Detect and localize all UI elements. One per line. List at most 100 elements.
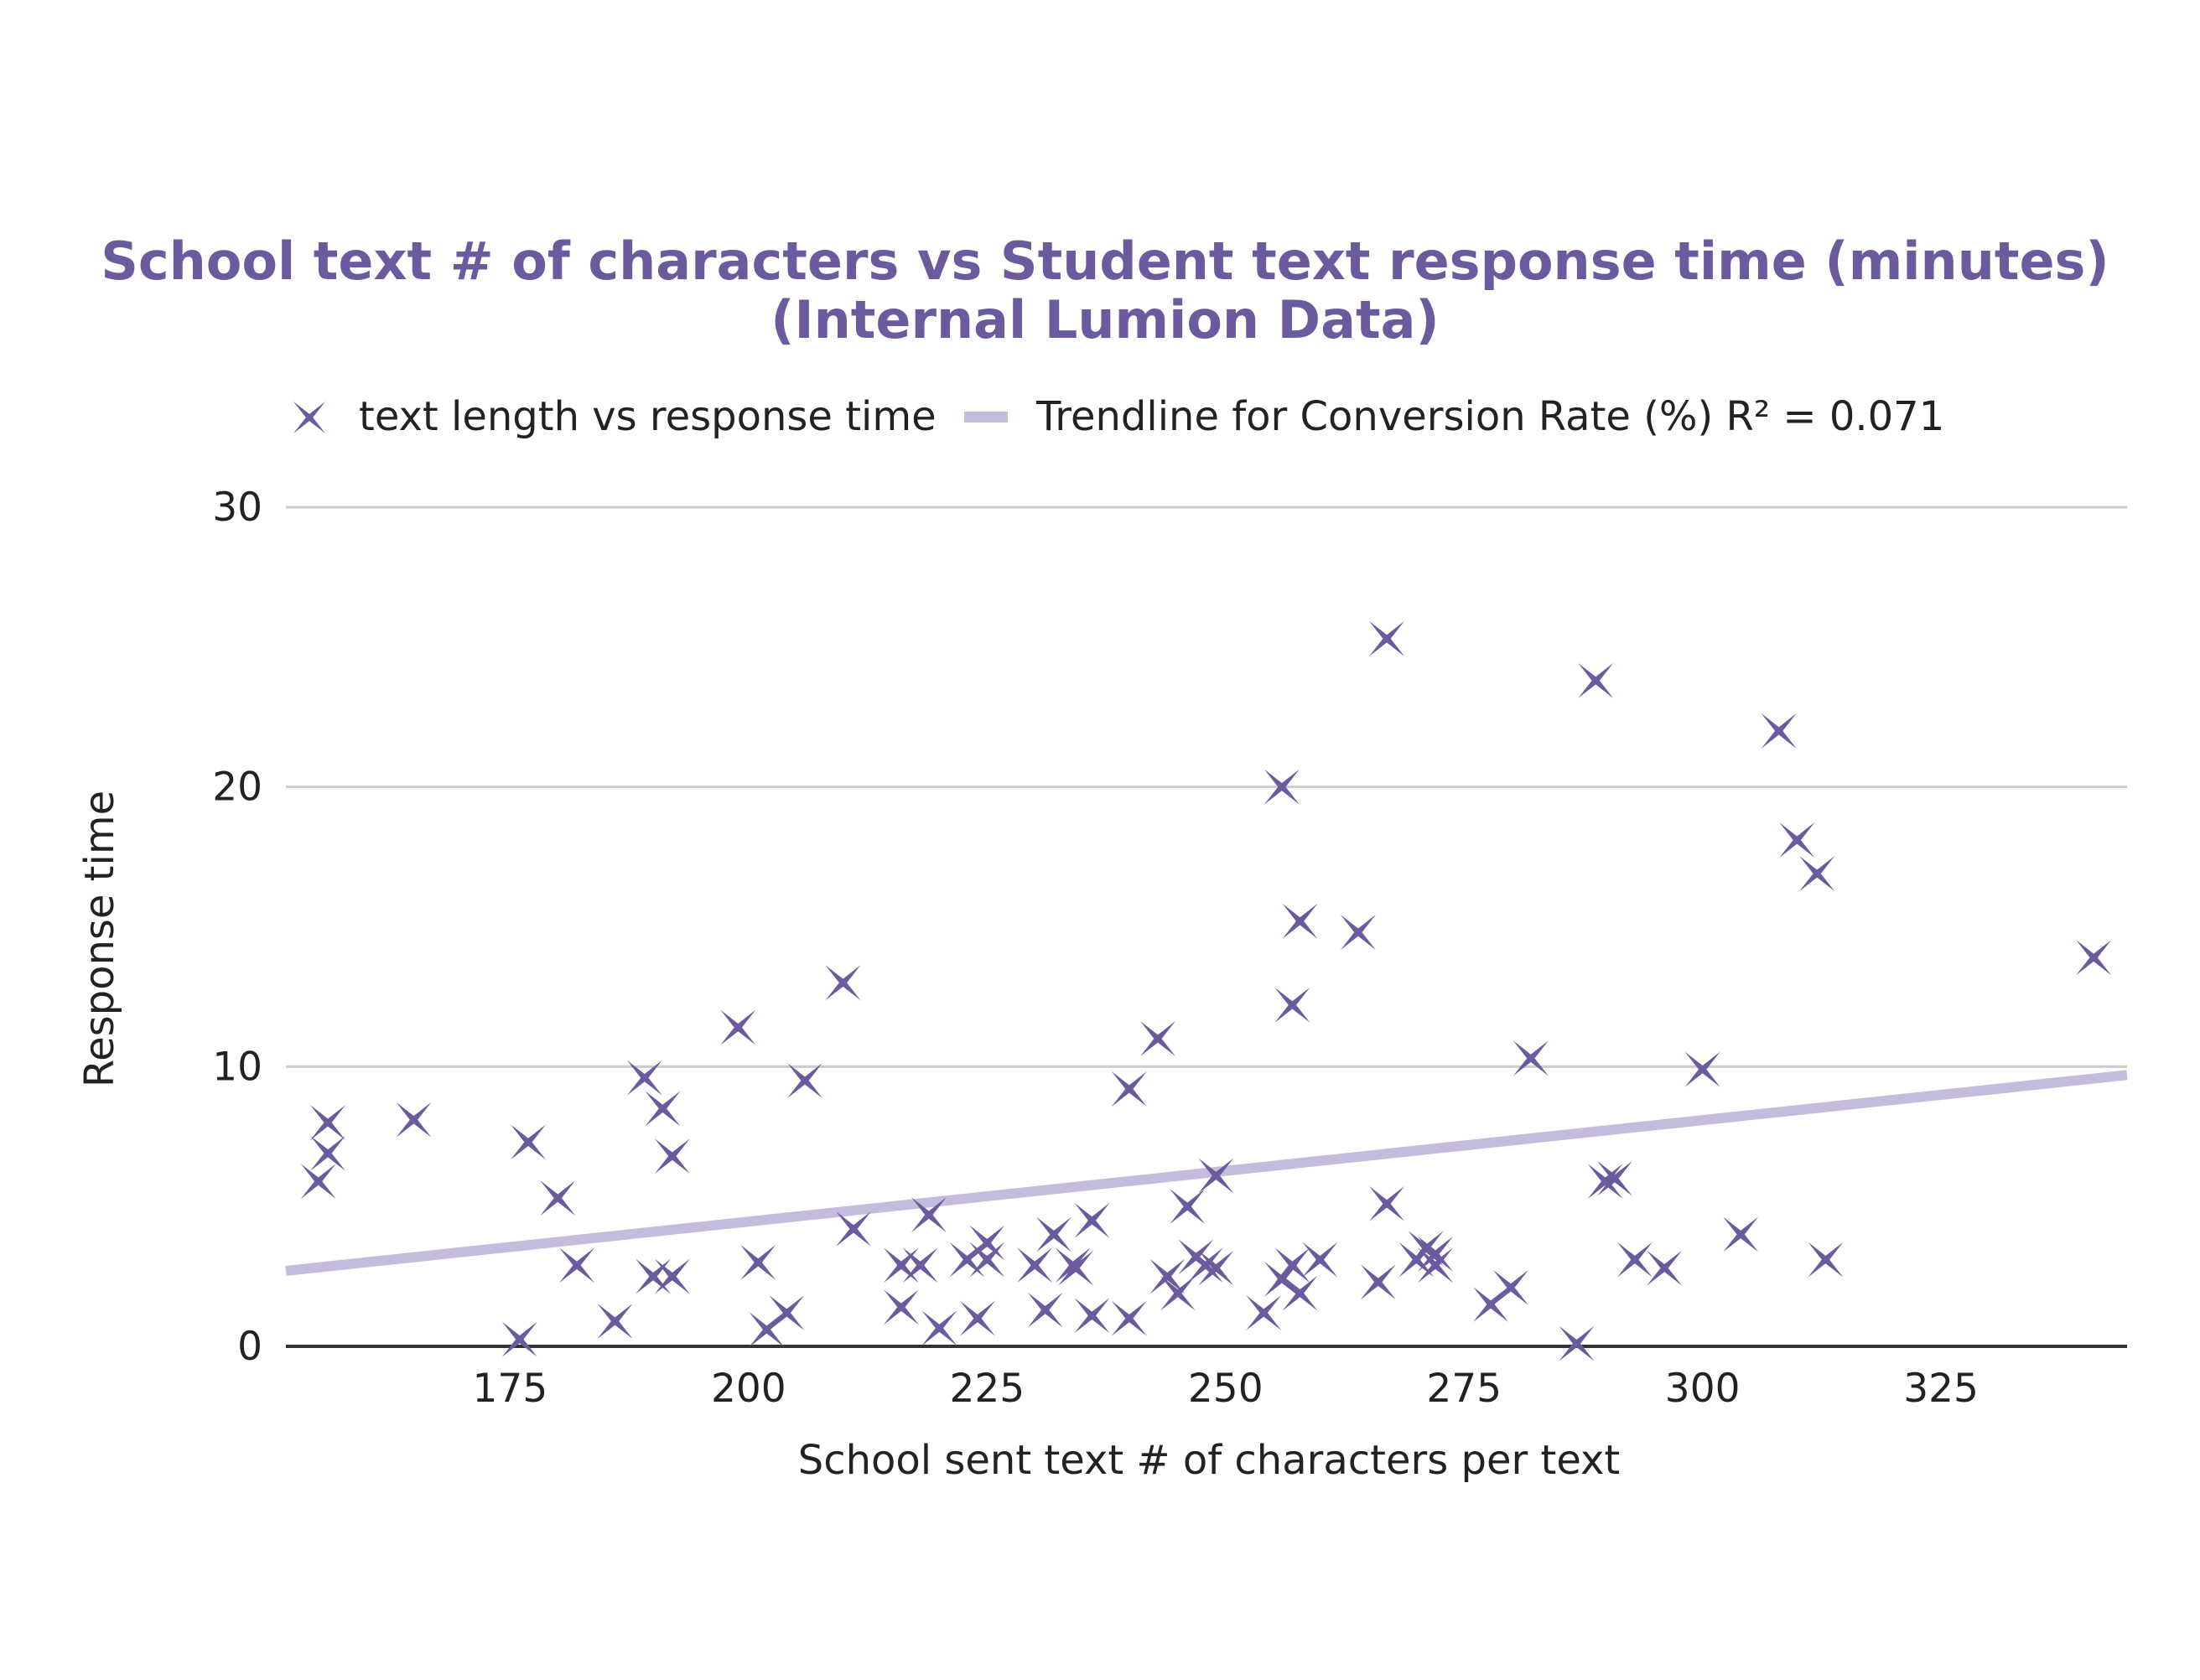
x-tick-label: 275: [1426, 1366, 1502, 1412]
y-tick-label: 20: [212, 765, 262, 811]
legend: text length vs response time Trendline f…: [293, 393, 1944, 440]
data-point: [1302, 1242, 1338, 1278]
data-point: [310, 1135, 346, 1171]
data-point: [1808, 1242, 1844, 1278]
data-point: [1559, 1325, 1595, 1361]
data-point: [786, 1063, 822, 1099]
data-point: [645, 1091, 681, 1127]
x-tick-label: 175: [473, 1366, 548, 1412]
data-point: [2076, 940, 2112, 976]
data-point: [949, 1242, 985, 1278]
data-point: [501, 1321, 537, 1357]
data-point: [597, 1303, 633, 1339]
data-point: [511, 1124, 547, 1160]
data-point: [883, 1289, 919, 1325]
data-point: [740, 1244, 776, 1280]
data-point: [959, 1300, 995, 1336]
data-point: [1799, 856, 1835, 892]
data-point: [1058, 1250, 1094, 1286]
trendline: [285, 1070, 2128, 1276]
data-point: [836, 1211, 872, 1247]
legend-x-star-icon: [293, 402, 325, 433]
data-point: [1187, 1247, 1223, 1283]
data-point: [1111, 1071, 1147, 1107]
x-tick-label: 250: [1188, 1366, 1263, 1412]
data-point: [1587, 1164, 1623, 1200]
legend-label-trendline: Trendline for Conversion Rate (%) R² = 0…: [1035, 393, 1944, 440]
data-point: [969, 1242, 1005, 1278]
x-axis-ticks: 175 200 225 250 275 300 325: [473, 1366, 1979, 1412]
data-point: [1074, 1298, 1110, 1334]
data-point: [1274, 987, 1310, 1023]
data-point: [969, 1225, 1005, 1261]
trendline-layer: [285, 1070, 2128, 1276]
x-tick-label: 300: [1665, 1366, 1741, 1412]
data-point: [1035, 1216, 1071, 1252]
data-point: [540, 1180, 576, 1216]
data-point: [300, 1164, 336, 1200]
data-point: [1027, 1292, 1063, 1328]
points-layer: [300, 620, 2112, 1361]
data-point: [1779, 822, 1815, 858]
data-point: [902, 1247, 938, 1283]
data-point: [1723, 1216, 1759, 1252]
legend-marker-scatter: [293, 402, 325, 433]
data-point: [1761, 713, 1797, 749]
data-point: [1263, 769, 1300, 805]
data-point: [1274, 1247, 1310, 1283]
x-tick-label: 200: [711, 1366, 786, 1412]
legend-label-scatter: text length vs response time: [359, 393, 937, 440]
data-point: [921, 1310, 957, 1346]
data-point: [654, 1258, 690, 1294]
data-point: [1418, 1247, 1454, 1283]
data-point: [749, 1311, 785, 1347]
gridlines: [286, 506, 2127, 1348]
data-point: [559, 1247, 595, 1283]
data-point: [636, 1258, 672, 1294]
data-point: [1111, 1300, 1147, 1336]
data-point: [1418, 1236, 1454, 1272]
data-point: [626, 1060, 662, 1096]
data-point: [1139, 1020, 1175, 1056]
data-point: [1369, 620, 1405, 656]
data-point: [1340, 915, 1376, 951]
data-point: [911, 1197, 947, 1233]
data-point: [1282, 903, 1318, 939]
x-axis-label: School sent text # of characters per tex…: [798, 1437, 1620, 1484]
data-point: [1360, 1264, 1396, 1300]
data-point: [1017, 1247, 1053, 1283]
data-point: [1596, 1160, 1632, 1196]
data-point: [1170, 1189, 1206, 1225]
y-tick-label: 0: [237, 1324, 262, 1370]
data-point: [1246, 1294, 1282, 1330]
data-point: [1492, 1269, 1528, 1305]
x-tick-label: 225: [949, 1366, 1025, 1412]
data-point: [1647, 1250, 1683, 1286]
data-point: [1616, 1242, 1653, 1278]
data-point: [1160, 1275, 1196, 1311]
y-tick-label: 30: [212, 485, 262, 531]
data-point: [1198, 1250, 1234, 1286]
data-point: [1198, 1158, 1234, 1194]
data-point: [1473, 1286, 1509, 1322]
chart-subtitle: (Internal Lumion Data): [771, 289, 1440, 350]
data-point: [1282, 1275, 1318, 1311]
legend-marker-trendline: [964, 412, 1008, 423]
data-point: [825, 965, 861, 1001]
data-point: [654, 1138, 690, 1174]
data-point: [396, 1102, 432, 1138]
data-point: [1512, 1040, 1549, 1076]
data-point: [1684, 1051, 1720, 1087]
x-tick-label: 325: [1903, 1366, 1979, 1412]
data-point: [310, 1105, 346, 1141]
y-axis-label: Response time: [76, 791, 123, 1087]
data-point: [720, 1009, 756, 1045]
data-point: [1369, 1185, 1405, 1221]
data-point: [1578, 662, 1614, 698]
data-point: [1149, 1258, 1186, 1294]
data-point: [1074, 1202, 1110, 1238]
chart-title: School text # of characters vs Student t…: [101, 231, 2109, 292]
y-axis-ticks: 0 10 20 30: [212, 485, 262, 1370]
data-point: [769, 1294, 805, 1330]
data-point: [883, 1247, 919, 1283]
